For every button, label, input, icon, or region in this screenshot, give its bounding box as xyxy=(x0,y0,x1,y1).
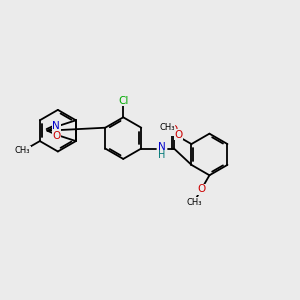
Text: H: H xyxy=(158,150,166,160)
Text: CH₃: CH₃ xyxy=(187,198,202,207)
Text: N: N xyxy=(52,121,60,130)
Text: Cl: Cl xyxy=(118,96,128,106)
Text: CH₃: CH₃ xyxy=(159,123,175,132)
Text: O: O xyxy=(52,131,60,141)
Text: O: O xyxy=(174,130,182,140)
Text: O: O xyxy=(198,184,206,194)
Text: O: O xyxy=(170,125,178,135)
Text: CH₃: CH₃ xyxy=(15,146,30,155)
Text: N: N xyxy=(158,142,166,152)
